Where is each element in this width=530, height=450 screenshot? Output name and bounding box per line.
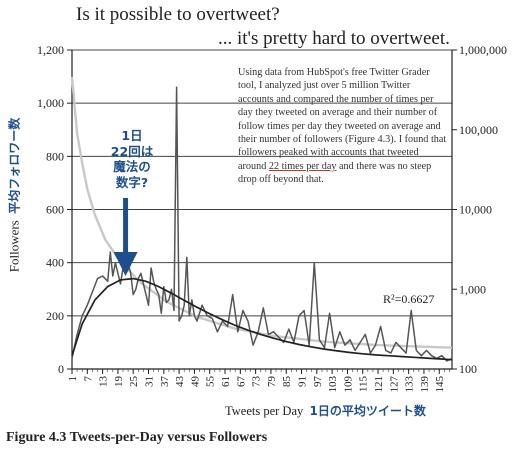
chart-subtitle: ... it's pretty hard to overtweet. (218, 28, 450, 49)
callout-line: 数字? (115, 174, 149, 190)
x-tick-labels: 1 7 13 19 25 31 37 43 49 55 61 67 73 79 85 91 97 103 109 11… (67, 376, 446, 393)
series-line-trend (71, 277, 453, 361)
x-tick-label: 61 (220, 376, 232, 387)
y2-tick-label: 1,000 (459, 282, 486, 296)
callout-text: 1日 22回は 魔法の 数字? (100, 128, 164, 190)
x-axis-label-en: Tweets per Day (225, 404, 304, 418)
x-tick-label: 139 (419, 376, 431, 393)
paragraph-text-end: and there was no steep drop off beyond t… (238, 160, 432, 186)
x-tick-label: 7 (82, 376, 94, 382)
y-axis-label-en: Followers (6, 220, 22, 273)
y-tick-label: 400 (46, 256, 64, 270)
x-axis-label: Tweets per Day 1日の平均ツイート数 (225, 402, 426, 419)
y2-tick-label: 1,000,000 (459, 43, 507, 57)
paragraph-text: Using data from HubSpot's free Twitter G… (238, 67, 447, 172)
x-tick-label: 49 (189, 376, 201, 388)
y-tick-label: 1,200 (37, 43, 64, 57)
annotation-paragraph: Using data from HubSpot's free Twitter G… (238, 66, 448, 187)
x-tick-label: 115 (358, 376, 370, 393)
chart-title: Is it possible to overtweet? (76, 4, 280, 25)
x-tick-label: 37 (159, 376, 171, 388)
callout-line: 22回は (110, 143, 154, 159)
x-tick-label: 13 (98, 376, 110, 388)
x-tick-label: 73 (251, 376, 263, 388)
y-tick-label: 800 (46, 149, 64, 163)
x-tick-label: 31 (144, 376, 156, 387)
x-axis-label-jp: 1日の平均ツイート数 (309, 404, 426, 418)
y-axis-label-wrap: Followers 平均フォロワー数 (4, 60, 24, 330)
figure-caption: Figure 4.3 Tweets-per-Day versus Followe… (6, 430, 268, 445)
y-axis-label: Followers 平均フォロワー数 (6, 118, 23, 273)
x-tick-label: 109 (342, 376, 354, 393)
y-tick-label: 200 (46, 309, 64, 323)
y-tick-label: 0 (58, 362, 64, 376)
x-tick-label: 133 (404, 376, 416, 393)
callout-line: 魔法の (113, 159, 151, 174)
x-tick-label: 1 (67, 376, 79, 382)
axes (67, 49, 457, 374)
y-tick-label: 1,000 (37, 96, 64, 110)
x-tick-label: 19 (113, 376, 125, 388)
x-tick-label: 91 (297, 376, 309, 387)
series-line-secondary (70, 76, 453, 349)
r-squared-label: R²=0.6627 (383, 292, 435, 306)
gridlines (72, 49, 452, 370)
x-tick-label: 25 (128, 376, 140, 388)
x-tick-label: 145 (434, 376, 446, 393)
y2-tick-labels: 100 1,000 10,000 100,000 1,000,000 (459, 43, 507, 376)
x-tick-label: 55 (205, 376, 217, 388)
y2-tick-label: 100 (459, 362, 477, 376)
y2-tick-label: 10,000 (459, 203, 492, 217)
x-tick-label: 97 (312, 376, 324, 388)
y-tick-labels: 0 200 400 600 800 1,000 1,200 (37, 43, 64, 376)
x-tick-label: 43 (174, 376, 186, 388)
y-tick-label: 600 (46, 203, 64, 217)
callout-line: 1日 (121, 128, 143, 143)
x-tick-label: 79 (266, 376, 278, 388)
y2-tick-label: 100,000 (459, 123, 498, 137)
y-axis-label-jp: 平均フォロワー数 (7, 117, 22, 214)
callout-arrow (113, 198, 138, 276)
x-tick-label: 85 (281, 376, 293, 388)
x-tick-label: 121 (373, 376, 385, 393)
x-tick-label: 127 (388, 376, 400, 393)
paragraph-highlight: 22 times per day (268, 160, 337, 172)
x-tick-label: 103 (327, 376, 339, 393)
x-tick-label: 67 (235, 376, 247, 388)
callout-arrow-head (113, 252, 138, 276)
